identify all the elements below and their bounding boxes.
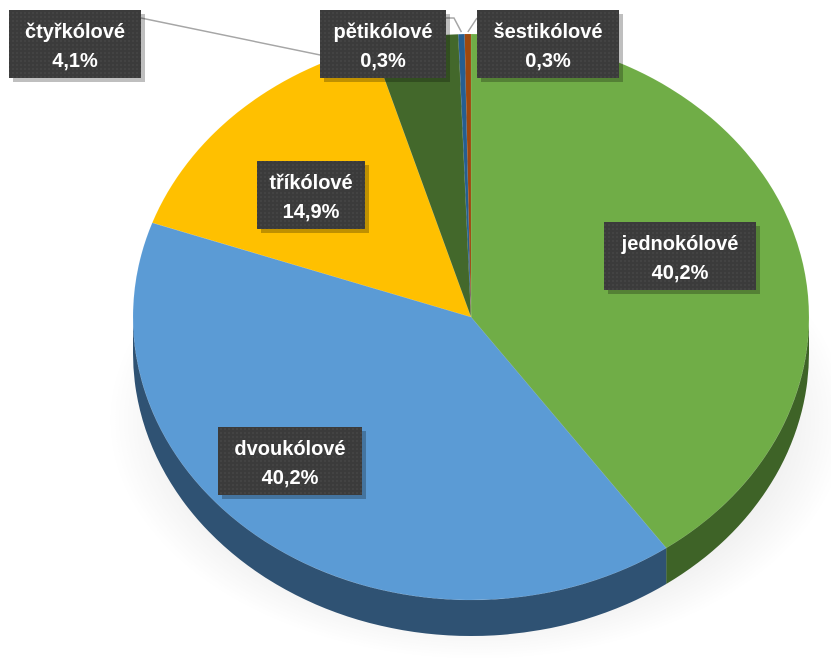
label-value-petikolove: 0,3% — [360, 50, 406, 72]
label-ctyrkolove: čtyřkólové 4,1% — [9, 10, 145, 82]
label-box — [257, 161, 365, 229]
label-name-petikolove: pětikólové — [334, 21, 433, 43]
label-box — [218, 427, 362, 495]
side-dvoukolove — [133, 317, 667, 636]
label-name-ctyrkolove: čtyřkólové — [25, 21, 125, 43]
label-value-dvoukolove: 40,2% — [262, 467, 319, 489]
data-labels: jednokólové 40,2% dvoukólové 40,2% tříkólové… — [9, 10, 760, 499]
label-dvoukolove: dvoukólové 40,2% — [218, 427, 366, 499]
label-name-dvoukolove: dvoukólové — [234, 438, 345, 460]
leader-sestikolove — [467, 17, 478, 33]
label-value-jednokolove: 40,2% — [652, 262, 709, 284]
label-name-trikolove: tříkólové — [269, 172, 352, 194]
slice-petikolove — [457, 33, 472, 318]
leader-petikolove — [446, 17, 463, 33]
label-value-sestikolove: 0,3% — [525, 50, 571, 72]
label-trikolove: tříkólové 14,9% — [257, 161, 369, 233]
label-petikolove: pětikólové 0,3% — [320, 10, 450, 82]
pie-sides — [133, 317, 809, 636]
label-box — [320, 10, 446, 78]
label-name-jednokolove: jednokólové — [621, 233, 739, 255]
slice-dvoukolove — [132, 222, 667, 601]
label-box — [604, 222, 756, 290]
slice-sestikolove — [464, 33, 472, 318]
side-jednokolove — [666, 317, 809, 585]
label-name-sestikolove: šestikólové — [494, 21, 603, 43]
label-sestikolove: šestikólové 0,3% — [477, 10, 623, 82]
label-value-ctyrkolove: 4,1% — [52, 50, 98, 72]
label-jednokolove: jednokólové 40,2% — [604, 222, 760, 294]
label-box — [9, 10, 141, 78]
label-box — [477, 10, 619, 78]
label-value-trikolove: 14,9% — [283, 201, 340, 223]
pie-tops — [132, 33, 810, 601]
